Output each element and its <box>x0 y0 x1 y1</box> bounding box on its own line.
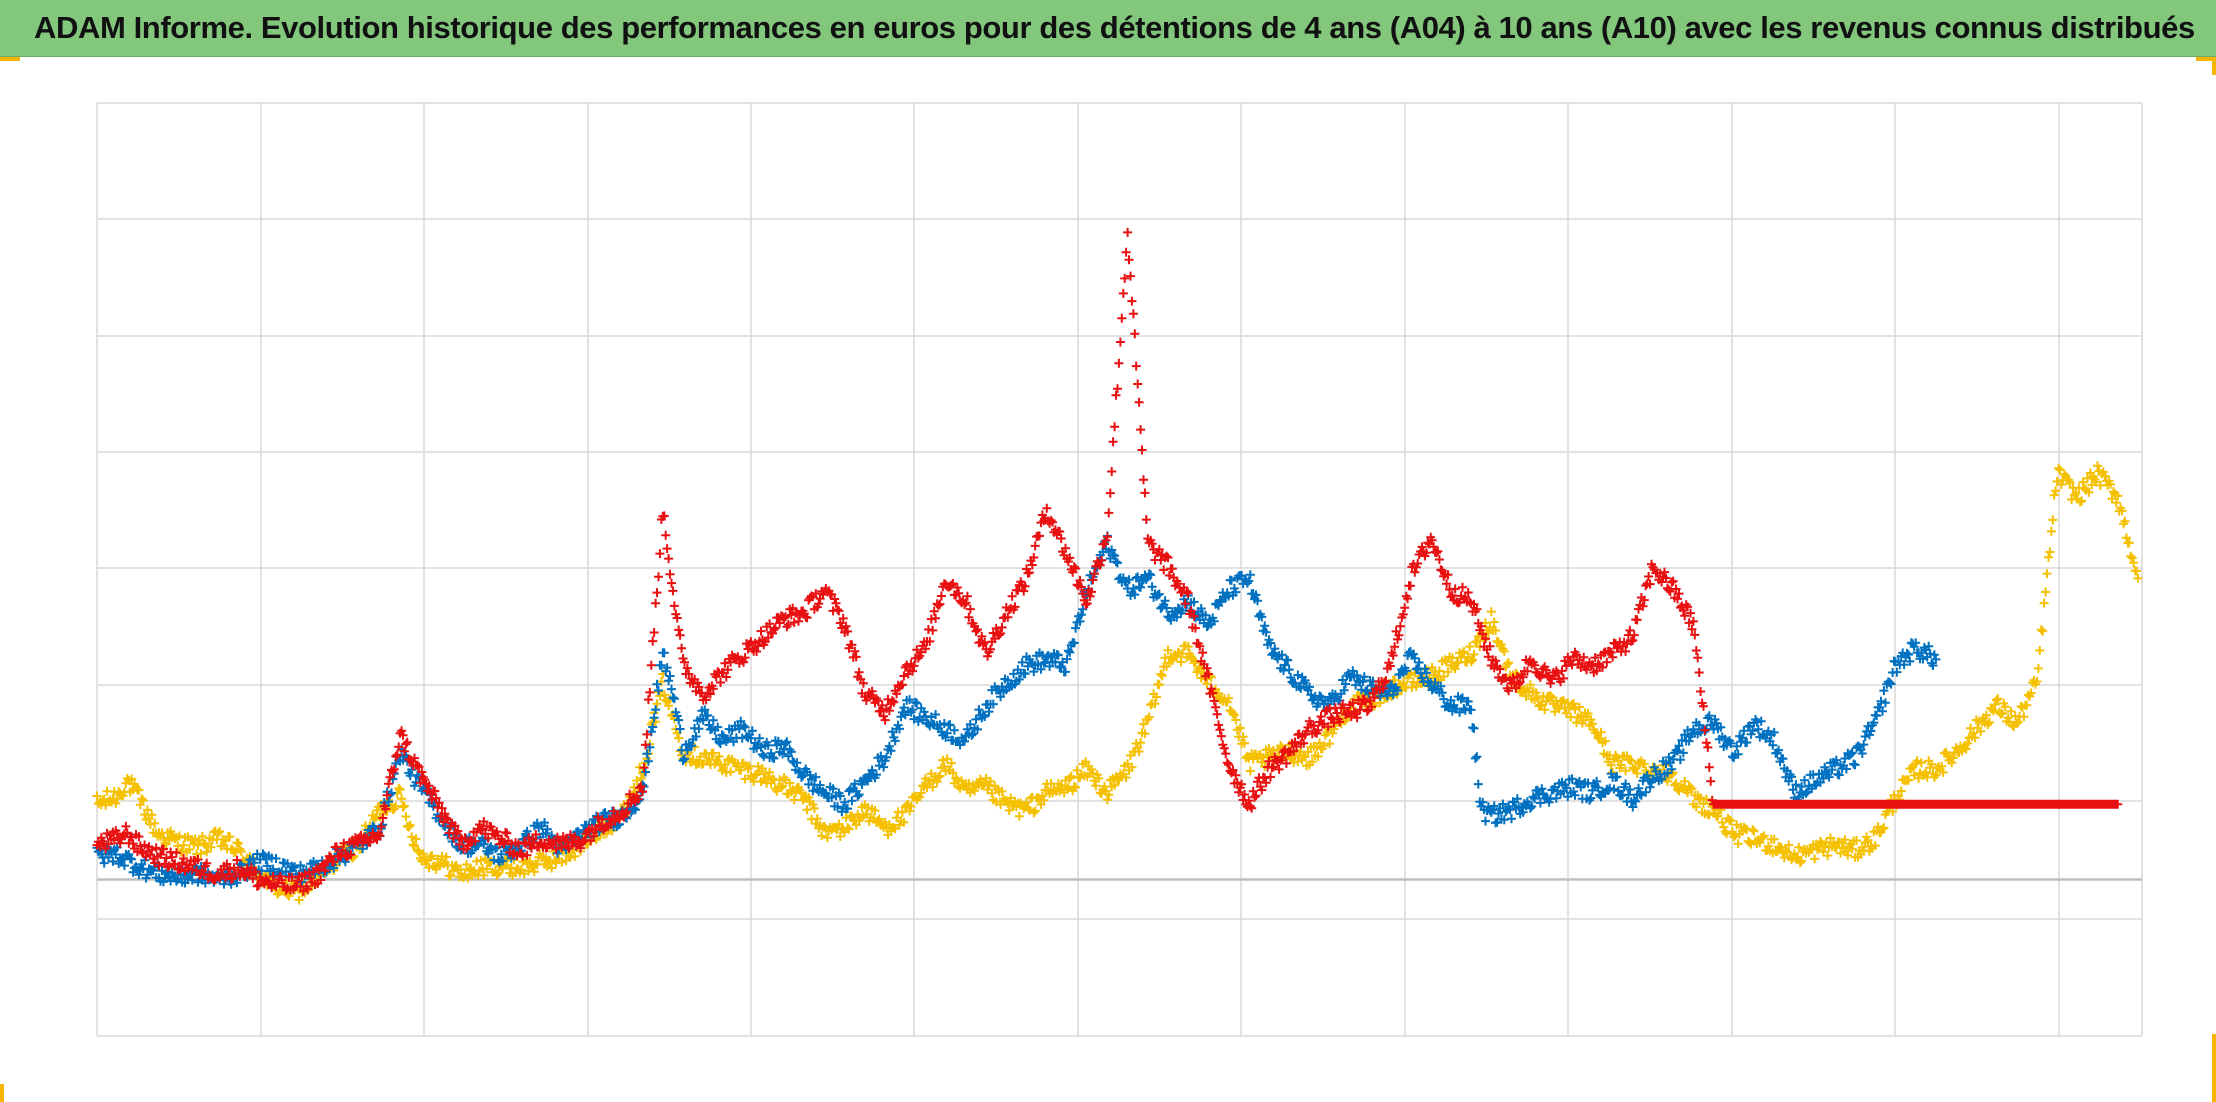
series-0-markers <box>92 461 2143 905</box>
corner-accent-top-right <box>2196 57 2216 61</box>
series-2 <box>92 227 2123 896</box>
corner-accent-left-bottom <box>0 1084 4 1102</box>
corner-accent-right-top <box>2212 57 2216 75</box>
grid-layer <box>96 102 2143 1037</box>
series-layer <box>92 227 2143 905</box>
scatter-chart <box>92 102 2143 1037</box>
series-0 <box>92 461 2143 905</box>
title-bar: ADAM Informe. Evolution historique des p… <box>0 0 2216 57</box>
chart-title: ADAM Informe. Evolution historique des p… <box>34 10 2195 45</box>
corner-accent-right-bottom <box>2212 1034 2216 1102</box>
corner-accent-top-left <box>0 57 20 61</box>
series-2-markers <box>92 227 2123 896</box>
